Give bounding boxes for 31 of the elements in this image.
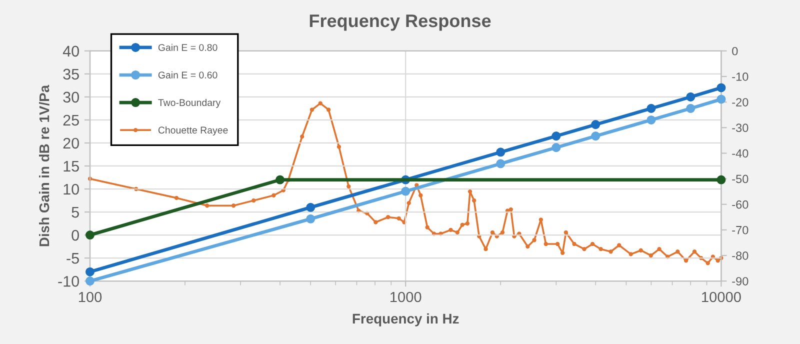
y-tick-label: 35 — [63, 68, 79, 80]
y-tick-label: 15 — [64, 161, 79, 172]
y2-tick-label: -10 — [732, 72, 748, 81]
chart-title: Frequency Response — [310, 14, 491, 31]
y-tick-label: 5 — [72, 207, 79, 218]
y-axis-title: Dish Gain in dB re 1V/Pa — [39, 84, 50, 246]
x-tick-label: 10000 — [702, 292, 741, 302]
x-tick-label: 1000 — [390, 292, 422, 302]
y-tick-label: 25 — [63, 114, 79, 126]
y-tick-label: -10 — [58, 276, 79, 287]
legend-label: Two-Boundary — [158, 98, 221, 108]
y-tick-label: 10 — [64, 184, 79, 195]
legend-label: Chouette Rayee — [158, 126, 228, 136]
y2-tick-label: -90 — [732, 277, 748, 286]
y2-tick-label: -60 — [732, 200, 748, 209]
y2-tick-label: 0 — [732, 46, 738, 56]
y-tick-label: 40 — [62, 46, 79, 57]
y-tick-label: 0 — [72, 230, 79, 241]
y2-tick-label: -20 — [732, 98, 748, 106]
y2-tick-label: -80 — [732, 252, 748, 260]
y-tick-label: 30 — [63, 92, 79, 103]
y2-tick-label: -30 — [732, 124, 748, 132]
x-axis-title: Frequency in Hz — [352, 313, 459, 326]
legend-label: Gain E = 0.60 — [158, 71, 218, 78]
y-tick-label: 20 — [63, 138, 79, 149]
x-tick-label: 100 — [78, 292, 102, 302]
y2-tick-label: -50 — [732, 174, 748, 184]
y2-tick-label: -70 — [732, 226, 748, 234]
legend-label: Gain E = 0.80 — [158, 44, 218, 51]
y-tick-label: -5 — [66, 253, 79, 264]
y2-tick-label: -40 — [732, 149, 748, 158]
